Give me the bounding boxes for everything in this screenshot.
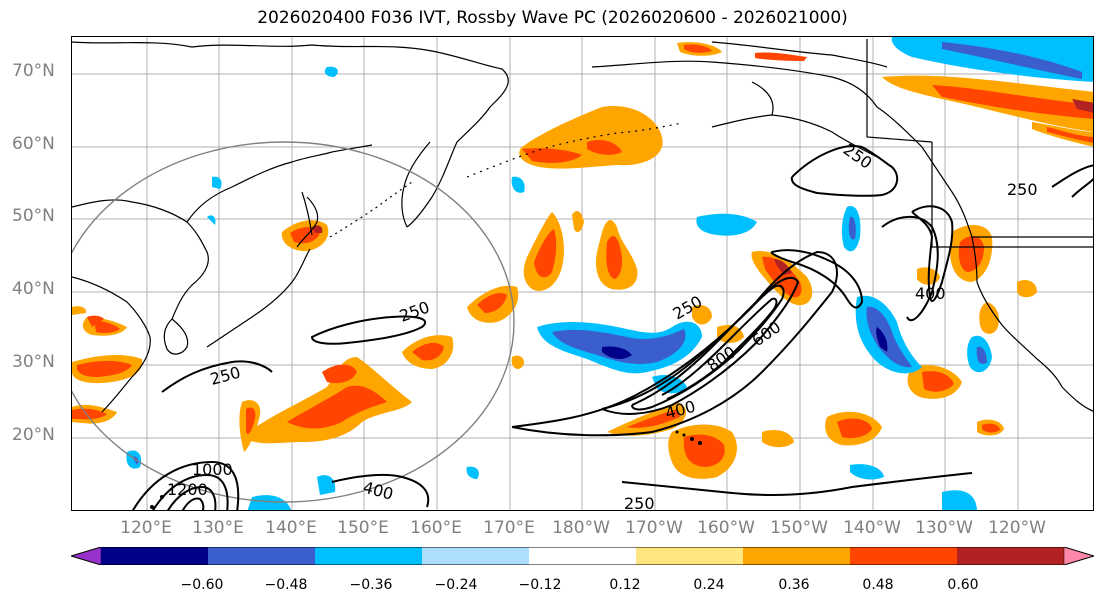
- colorbar-tick-n060: −0.60: [180, 577, 224, 593]
- lon-label-160e: 160°E: [410, 518, 462, 538]
- lon-label-160w: 160°W: [697, 518, 755, 538]
- colorbar-tick-n024: −0.24: [434, 577, 478, 593]
- lat-label-40n: 40°N: [12, 279, 55, 299]
- colorbar-segment: [315, 547, 423, 565]
- contour-label-250-e: 250: [1007, 180, 1038, 199]
- lon-label-140e: 140°E: [265, 518, 317, 538]
- lon-label-120w: 120°W: [988, 518, 1046, 538]
- lon-label-130e: 130°E: [192, 518, 244, 538]
- ivt-anomaly-fills: [72, 37, 1093, 510]
- rossby-region-circle: [72, 141, 515, 503]
- colorbar-tick-p048: 0.48: [862, 577, 894, 593]
- colorbar-tick-p024: 0.24: [693, 577, 725, 593]
- colorbar-segment: [743, 547, 851, 565]
- lon-label-170e: 170°E: [483, 518, 535, 538]
- map-canvas: 250 250 250 250 250 250 400 400 400 600 …: [72, 37, 1093, 511]
- contour-label-1000: 1000: [192, 460, 233, 479]
- contour-label-250-a: 250: [397, 297, 432, 325]
- colorbar-segment: [101, 547, 209, 565]
- lon-label-150w: 150°W: [770, 518, 828, 538]
- lon-label-140w: 140°W: [843, 518, 901, 538]
- colorbar-segment: [529, 547, 637, 565]
- lat-label-50n: 50°N: [12, 206, 55, 226]
- colorbar-tick-p036: 0.36: [778, 577, 810, 593]
- lat-label-30n: 30°N: [12, 352, 55, 372]
- lon-label-130w: 130°W: [915, 518, 973, 538]
- colorbar-segment: [208, 547, 316, 565]
- contour-label-1200: 1200: [167, 480, 208, 499]
- colorbar-segment: [957, 547, 1065, 565]
- colorbar-tick-n048: −0.48: [264, 577, 308, 593]
- graticule: [72, 37, 1093, 510]
- contour-label-400-b: 400: [915, 284, 946, 303]
- colorbar-segment: [636, 547, 744, 565]
- lat-label-70n: 70°N: [12, 61, 55, 81]
- ivt-contours: [132, 145, 1093, 510]
- colorbar-segment: [422, 547, 530, 565]
- colorbar-extend-low: [71, 547, 102, 565]
- lon-label-180w: 180°W: [552, 518, 610, 538]
- lon-label-120e: 120°E: [120, 518, 172, 538]
- colorbar-extend-high: [1063, 547, 1094, 565]
- lon-label-150e: 150°E: [337, 518, 389, 538]
- colorbar-tick-p060: 0.60: [947, 577, 979, 593]
- colorbar: [71, 547, 1094, 565]
- colorbar-tick-n036: −0.36: [349, 577, 393, 593]
- lon-label-170w: 170°W: [625, 518, 683, 538]
- contour-label-250-d: 250: [840, 140, 876, 173]
- chart-title: 2026020400 F036 IVT, Rossby Wave PC (202…: [257, 8, 848, 28]
- colorbar-segment: [850, 547, 958, 565]
- colorbar-tick-n012: −0.12: [518, 577, 562, 593]
- colorbar-tick-p012: 0.12: [609, 577, 641, 593]
- lat-label-60n: 60°N: [12, 134, 55, 154]
- contour-label-250-f: 250: [624, 494, 655, 511]
- lat-label-20n: 20°N: [12, 425, 55, 445]
- map-panel: 250 250 250 250 250 250 400 400 400 600 …: [71, 36, 1094, 511]
- coastlines: [72, 39, 1093, 413]
